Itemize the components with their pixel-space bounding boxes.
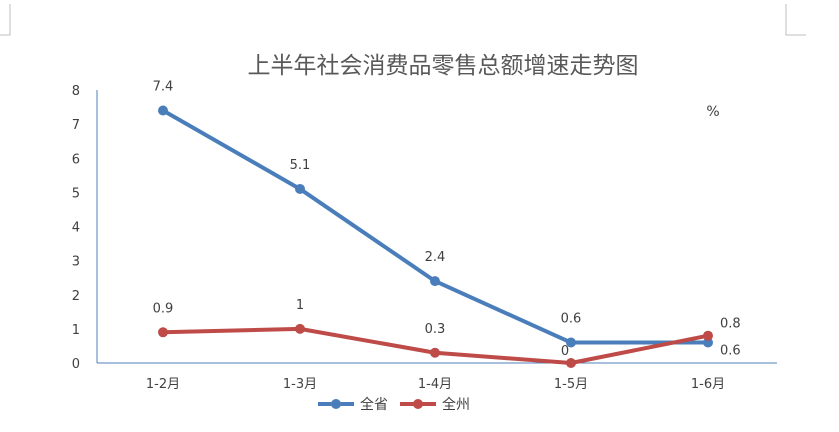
y-tick-label: 4 [72,221,80,236]
data-point [566,337,576,348]
data-label: 0.6 [561,312,582,327]
x-tick-label: 1-6月 [691,377,725,392]
data-label: 0.6 [720,344,741,359]
data-point [295,323,305,334]
y-tick-label: 1 [72,323,80,338]
y-tick-label: 6 [72,152,80,167]
data-point [295,183,305,194]
data-label: 2.4 [425,250,446,265]
x-tick-label: 1-3月 [283,377,317,392]
data-point [158,327,168,338]
data-label: 1 [296,298,304,313]
page-corner-marks [0,4,806,36]
legend-marker [413,399,423,409]
data-point [430,347,440,358]
y-tick-label: 2 [72,289,80,304]
data-label: 0.8 [720,317,741,332]
series-line [162,108,708,345]
y-tick-label: 3 [72,255,80,270]
series-prefecture: 0.9 1 0.3 0 0.8 [153,298,741,368]
unit-label: % [706,104,719,120]
data-label: 5.1 [290,158,311,173]
data-point [703,330,713,341]
x-tick-label: 1-2月 [146,377,180,392]
x-tick-label: 1-4月 [418,377,452,392]
legend-label: 全省 [360,396,388,413]
y-tick-label: 7 [72,118,80,133]
data-point [158,105,168,116]
series-province: 7.4 5.1 2.4 0.6 0.6 [153,79,741,358]
data-point [430,276,440,287]
data-label: 0.3 [425,322,446,337]
legend-marker [331,399,341,409]
legend-item: 全州 [400,396,470,413]
chart-title: 上半年社会消费品零售总额增速走势图 [248,53,639,79]
data-label: 7.4 [153,79,174,94]
data-point [566,358,576,368]
data-label: 0.9 [153,301,174,316]
legend-label: 全州 [442,396,470,413]
data-label: 0 [561,344,569,359]
x-tick-label: 1-5月 [554,377,588,392]
y-tick-label: 5 [72,186,80,201]
y-tick-label: 8 [72,84,80,99]
legend-item: 全省 [318,396,388,413]
y-tick-label: 0 [72,357,80,372]
